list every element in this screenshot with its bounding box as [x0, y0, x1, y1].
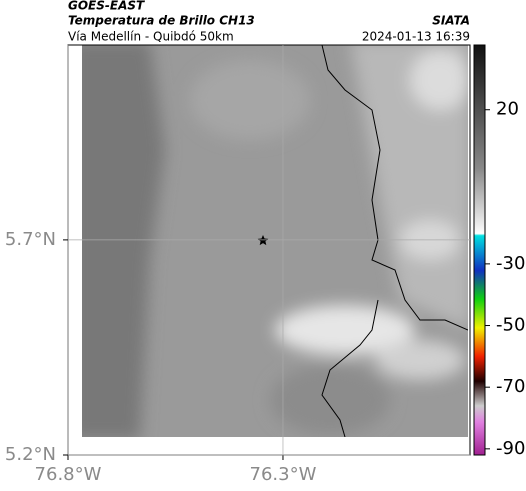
x-tick-label: 76.8°W: [35, 464, 102, 485]
title: GOES-EAST: [68, 0, 145, 13]
colorbar-tick-label: -90: [496, 438, 525, 459]
colorbar-tick-label: -70: [496, 376, 525, 397]
colorbar-tick-label: 20: [496, 99, 519, 120]
y-tick-label: 5.7°N: [5, 229, 56, 250]
source: SIATA: [432, 14, 470, 28]
colorbar-tick-label: -30: [496, 253, 525, 274]
colorbar: [473, 44, 486, 456]
y-tick-label: 5.2°N: [5, 444, 56, 465]
satellite-image: [82, 45, 468, 437]
subtitle: Temperatura de Brillo CH13: [68, 14, 255, 28]
x-tick-label: 76.3°W: [250, 464, 317, 485]
datetime: 2024-01-13 16:39: [362, 30, 470, 44]
colorbar-tick-label: -50: [496, 315, 525, 336]
location: Vía Medellín - Quibdó 50km: [68, 30, 234, 44]
